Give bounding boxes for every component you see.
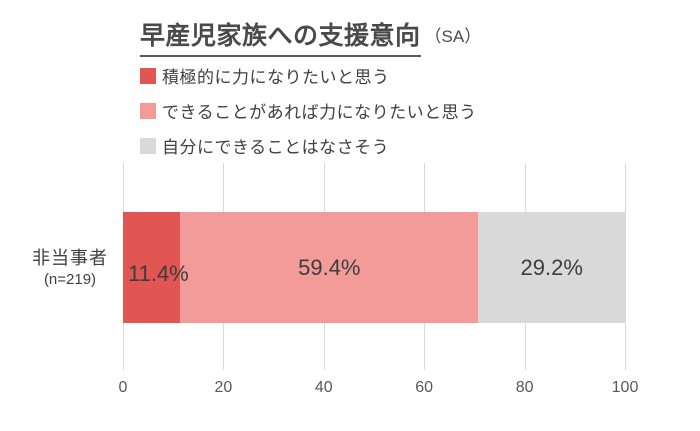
bar-segment-2: 59.4%: [180, 212, 479, 323]
legend-swatch-gray: [140, 137, 156, 154]
x-tick-label-80: 80: [515, 379, 534, 396]
bar-segment-3: 29.2%: [478, 212, 625, 323]
legend-label: できることがあれば力になりたいと思う: [162, 103, 477, 122]
x-tick-label-0: 0: [118, 379, 128, 396]
x-tick-label-20: 20: [214, 379, 233, 396]
bar-value-label-2: 59.4%: [298, 254, 361, 280]
bar-value-label-1: 11.4%: [128, 260, 189, 286]
legend-item-none: 自分にできることはなさそう: [140, 134, 477, 157]
x-tick-label-100: 100: [611, 379, 639, 396]
y-category-label: 非当事者 (n=219): [18, 246, 122, 291]
category-sample-size: (n=219): [43, 271, 97, 289]
x-tick-label-60: 60: [415, 379, 434, 396]
legend-swatch-red: [140, 67, 156, 84]
chart-title: 早産児家族への支援意向 （SA）: [140, 16, 481, 57]
plot-area: 11.4% 59.4% 29.2% 0 20 40 60 80 100: [119, 163, 638, 396]
legend: 積極的に力になりたいと思う できることがあれば力になりたいと思う 自分にできるこ…: [140, 64, 477, 169]
legend-label: 積極的に力になりたいと思う: [162, 68, 390, 87]
chart-title-main: 早産児家族への支援意向: [140, 16, 421, 57]
legend-label: 自分にできることはなさそう: [162, 138, 390, 157]
legend-swatch-pink: [140, 102, 156, 119]
chart-title-suffix: （SA）: [424, 27, 482, 46]
stacked-bar: 11.4% 59.4% 29.2%: [123, 212, 625, 323]
legend-item-positive: 積極的に力になりたいと思う: [140, 64, 477, 87]
gridline-x-100: [625, 163, 626, 370]
category-name: 非当事者: [32, 248, 108, 268]
x-tick-label-40: 40: [314, 379, 333, 396]
bar-value-label-3: 29.2%: [520, 254, 583, 280]
legend-item-conditional: できることがあれば力になりたいと思う: [140, 99, 477, 122]
bar-segment-1: 11.4%: [123, 212, 189, 323]
